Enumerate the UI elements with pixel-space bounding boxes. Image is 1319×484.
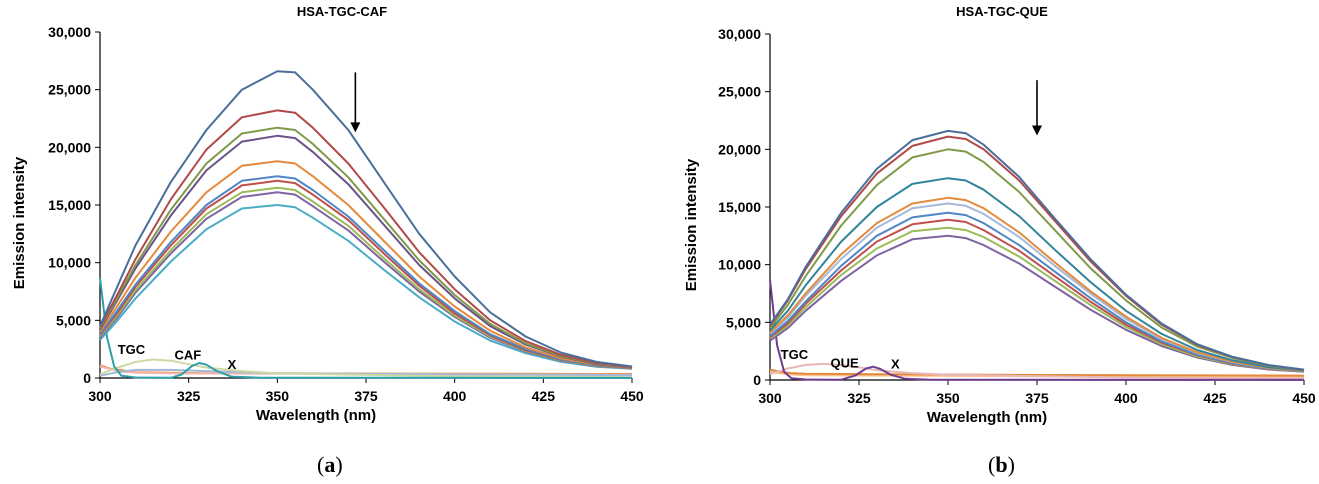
chart-a-series-line-4 xyxy=(99,134,633,369)
chart-a-x-tick-label: 450 xyxy=(620,388,644,404)
chart-a-title: HSA-TGC-CAF xyxy=(297,4,387,19)
chart-b-series-line-14 xyxy=(769,370,1305,378)
chart-a-series-line-13 xyxy=(99,368,633,377)
chart-b-series-line-3 xyxy=(769,148,1305,372)
chart-a-series-line-12 xyxy=(99,358,633,379)
chart-a-series-line-9 xyxy=(99,191,633,370)
chart-b-series-line-1 xyxy=(769,129,1305,371)
chart-panel-a: HSA-TGC-CAF 0 5,000 10,000 15,000 20,000 25,00… xyxy=(0,0,660,450)
chart-a-y-tick-label: 25,000 xyxy=(48,82,91,98)
chart-a-x-tick-label: 375 xyxy=(354,388,378,404)
chart-a-x-tick-label: 425 xyxy=(532,388,556,404)
chart-b-title: HSA-TGC-QUE xyxy=(956,4,1048,19)
chart-a-series-line-3 xyxy=(99,126,633,369)
chart-a-annotation-tgc: TGC xyxy=(118,342,146,357)
chart-a-series-line-7 xyxy=(99,179,633,370)
chart-a-y-tick-label: 15,000 xyxy=(48,197,91,213)
chart-a-series-line-6 xyxy=(99,175,633,370)
chart-b-y-tick-label: 15,000 xyxy=(718,199,761,215)
chart-b-x-axis-title: Wavelength (nm) xyxy=(927,409,1047,426)
chart-a-series-line-10 xyxy=(99,204,633,370)
chart-b-series-line-6 xyxy=(769,202,1305,372)
chart-b-y-tick-label: 20,000 xyxy=(718,141,761,157)
chart-b-series-line-10 xyxy=(769,234,1305,373)
chart-a-y-tick-label: 30,000 xyxy=(48,24,91,40)
chart-b-x-tick-label: 325 xyxy=(847,390,871,406)
chart-b-series-line-7 xyxy=(769,211,1305,373)
chart-b-annotation-x: X xyxy=(891,356,900,371)
chart-a-y-axis-title: Emission intensity xyxy=(11,156,28,289)
chart-a-series-line-2 xyxy=(99,109,633,368)
chart-b-series-line-9 xyxy=(769,226,1305,373)
chart-b-y-tick-label: 10,000 xyxy=(718,257,761,273)
chart-b-svg: HSA-TGC-QUE 0 5,000 10,000 15,000 20,000 25,00… xyxy=(683,4,1316,426)
chart-b-x-tick-label: 350 xyxy=(936,390,960,406)
chart-b-series-line-13 xyxy=(769,368,1305,377)
caption-b: (b) xyxy=(988,452,1015,477)
chart-b-series-line-11 xyxy=(769,279,1305,381)
chart-a-x-tick-label: 325 xyxy=(177,388,201,404)
chart-b-y-tick-label: 5,000 xyxy=(726,314,761,330)
chart-b-x-tick-label: 400 xyxy=(1114,390,1138,406)
chart-b-y-tick-label: 25,000 xyxy=(718,84,761,100)
chart-a-annotation-x: X xyxy=(228,357,237,372)
chart-b-annotation-tgc: TGC xyxy=(781,347,809,362)
chart-a-x-tick-label: 350 xyxy=(266,388,290,404)
chart-b-y-axis-title: Emission intensity xyxy=(683,158,700,291)
chart-b-series-line-8 xyxy=(769,218,1305,373)
caption-a: (a) xyxy=(317,452,343,477)
chart-b-x-tick-label: 375 xyxy=(1025,390,1049,406)
chart-b-series-line-5 xyxy=(769,196,1305,372)
chart-a-x-tick-label: 400 xyxy=(443,388,467,404)
chart-a-annotation-caf: CAF xyxy=(174,348,201,363)
chart-a-series-line-1 xyxy=(99,70,633,368)
chart-b-series-line-12 xyxy=(769,362,1305,380)
chart-a-x-axis-title: Wavelength (nm) xyxy=(256,407,376,424)
chart-a-y-tick-label: 10,000 xyxy=(48,255,91,271)
chart-a-series-line-5 xyxy=(99,160,633,369)
chart-a-y-tick-label: 0 xyxy=(83,370,91,386)
chart-b-x-tick-label: 425 xyxy=(1203,390,1227,406)
chart-panel-b: HSA-TGC-QUE 0 5,000 10,000 15,000 20,000 25,00… xyxy=(672,0,1319,450)
chart-a-y-tick-label: 20,000 xyxy=(48,139,91,155)
chart-b-annotation-que: QUE xyxy=(831,355,860,370)
chart-a-svg: HSA-TGC-CAF 0 5,000 10,000 15,000 20,000 25,00… xyxy=(11,4,644,424)
chart-b-x-tick-label: 300 xyxy=(758,390,782,406)
chart-a-x-tick-label: 300 xyxy=(88,388,112,404)
chart-b-y-tick-label: 30,000 xyxy=(718,26,761,42)
chart-a-arrow-head xyxy=(350,122,361,133)
chart-b-x-tick-label: 450 xyxy=(1292,390,1316,406)
chart-b-arrow-head xyxy=(1032,125,1042,136)
chart-b-y-tick-label: 0 xyxy=(753,372,761,388)
chart-a-series-line-8 xyxy=(99,186,633,370)
chart-a-y-tick-label: 5,000 xyxy=(56,312,91,328)
chart-b-series-line-2 xyxy=(769,135,1305,371)
chart-b-series-line-4 xyxy=(769,177,1305,372)
chart-a-series-line-11 xyxy=(99,277,633,379)
